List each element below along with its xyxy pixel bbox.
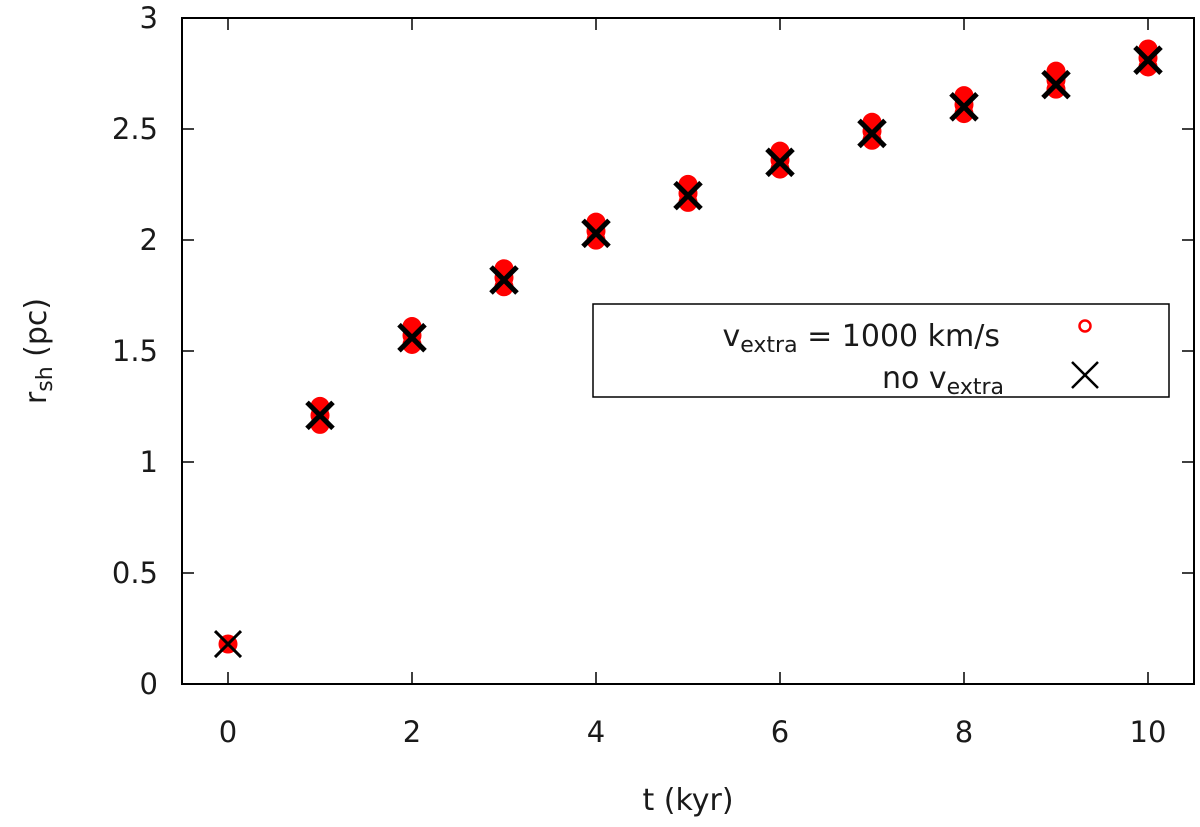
y-axis-label-base: r (19, 391, 54, 404)
x-tick-label: 0 (219, 715, 237, 749)
y-tick-label: 0 (140, 667, 158, 701)
y-axis-label-sub: sh (33, 366, 58, 391)
data-point-series-2 (1133, 45, 1163, 75)
y-axis-label: rsh (pc) (19, 298, 58, 404)
tick-labels: 0 2 4 6 8 10 0 0.5 1 1.5 2 2.5 3 (112, 1, 1167, 749)
data-point-series-2 (1041, 69, 1071, 100)
legend-label-series-1-base: v (722, 319, 740, 354)
ticks (182, 17, 1194, 685)
data-point-series-2 (213, 629, 243, 659)
data-point-series-2 (305, 400, 335, 431)
x-tick-label: 10 (1130, 715, 1167, 749)
y-tick-label: 1 (140, 445, 158, 479)
y-axis-label-suffix: (pc) (19, 298, 54, 366)
legend-marker-series-1 (1078, 319, 1092, 333)
legend: vextra = 1000 km/s no vextra (592, 303, 1170, 400)
data-point-series-2 (397, 322, 427, 353)
y-tick-label: 1.5 (112, 334, 158, 368)
data-point-series-2 (581, 218, 611, 249)
x-axis-label: t (kyr) (642, 783, 733, 818)
y-tick-label: 2 (140, 223, 158, 257)
y-tick-label: 2.5 (112, 112, 158, 146)
data-point-series-2 (673, 180, 703, 211)
legend-label-series-2-base: no v (882, 361, 947, 396)
x-tick-label: 6 (771, 715, 789, 749)
x-tick-label: 4 (587, 715, 605, 749)
legend-label-series-2: no vextra (882, 361, 1004, 400)
y-tick-label: 0.5 (112, 556, 158, 590)
data-points (213, 39, 1163, 659)
legend-label-series-1-sub: extra (740, 333, 797, 358)
legend-label-series-1: vextra = 1000 km/s (722, 319, 1000, 358)
x-tick-label: 2 (403, 715, 421, 749)
data-point-series-2 (765, 147, 795, 178)
legend-label-series-1-suffix: = 1000 km/s (798, 319, 1000, 354)
data-point-series-2 (949, 92, 979, 122)
legend-box (592, 303, 1170, 398)
x-tick-label: 8 (955, 715, 973, 749)
legend-label-series-2-sub: extra (947, 375, 1004, 400)
y-tick-label: 3 (140, 1, 158, 35)
legend-marker-series-2 (1071, 361, 1099, 389)
data-point-series-2 (489, 265, 519, 295)
data-point-series-2 (857, 118, 887, 149)
